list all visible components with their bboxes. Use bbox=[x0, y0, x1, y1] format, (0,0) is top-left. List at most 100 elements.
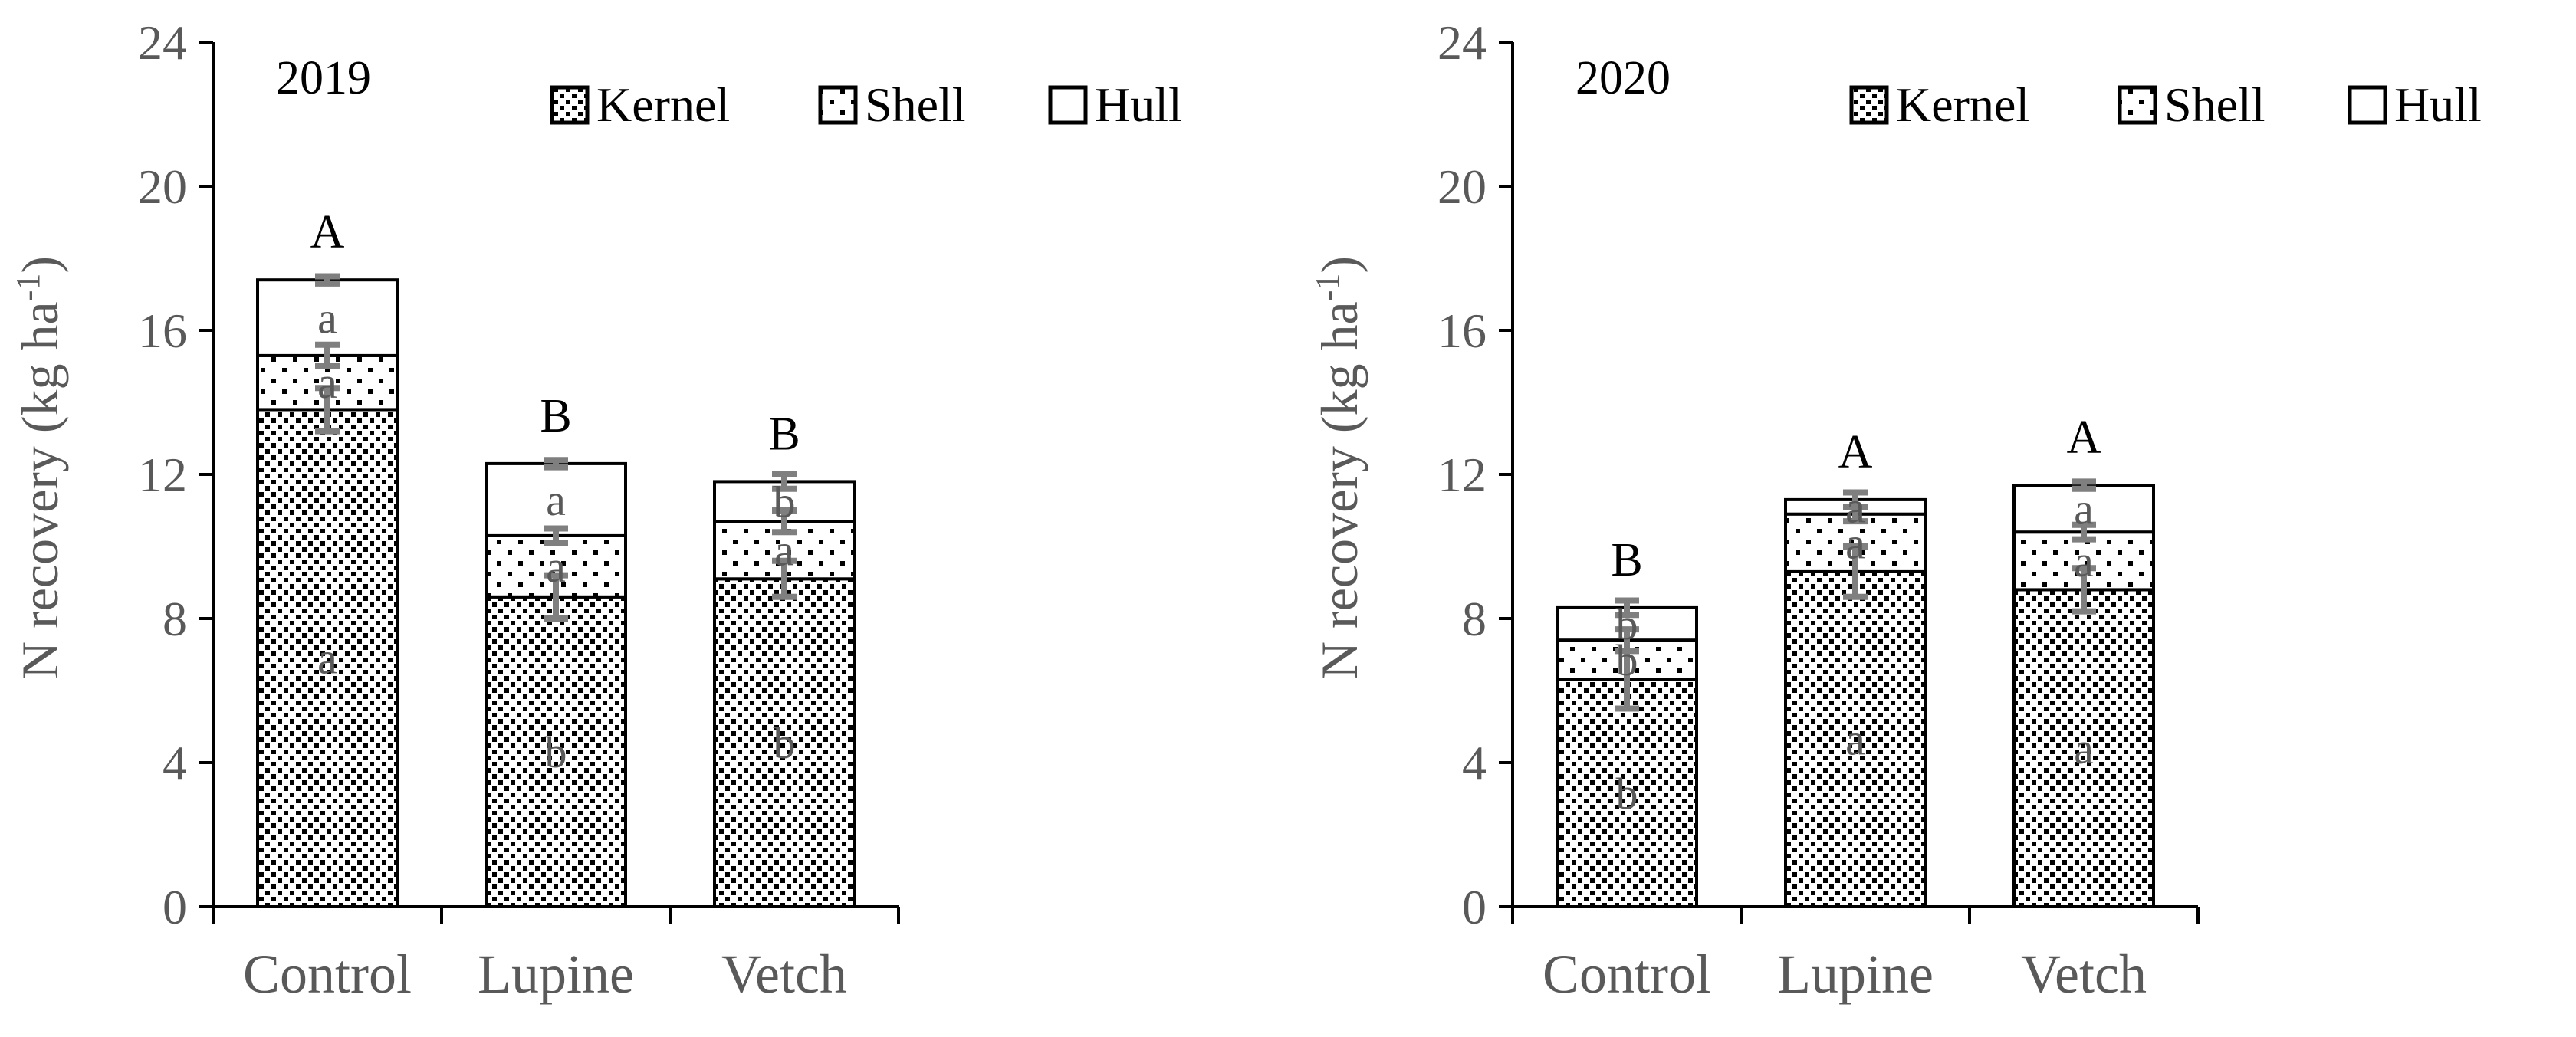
legend-item-shell: Shell bbox=[2118, 77, 2266, 132]
legend-swatch bbox=[1048, 85, 1088, 125]
bar-hull-lupine bbox=[485, 461, 627, 537]
segment-letter-kernel: b bbox=[1616, 769, 1638, 819]
legend-swatch bbox=[550, 85, 590, 125]
panel-2020: 2020 N recovery (kg ha-1) 0 4 8 12 16 20 24 Con… bbox=[1309, 15, 2482, 1005]
error-bar-hull-control bbox=[315, 273, 340, 287]
bar-kernel-vetch bbox=[2013, 588, 2155, 909]
total-letter: B bbox=[540, 390, 571, 442]
y-tick-label: 20 bbox=[1438, 159, 1487, 214]
error-bar-kernel-vetch bbox=[2072, 565, 2096, 615]
y-axis-label-close: ) bbox=[1310, 256, 1368, 274]
y-tick-label: 4 bbox=[163, 736, 187, 790]
y-tick-label: 8 bbox=[163, 592, 187, 646]
x-tick-label: Lupine bbox=[478, 943, 634, 1005]
x-tick-label: Vetch bbox=[2021, 943, 2147, 1005]
legend-swatch bbox=[2348, 85, 2387, 125]
segment-letter-shell: a bbox=[546, 542, 566, 592]
legend-label: Kernel bbox=[1896, 77, 2029, 132]
total-letter: A bbox=[2067, 412, 2101, 464]
y-tick-label: 8 bbox=[1462, 592, 1487, 646]
x-tick-label: Control bbox=[243, 943, 412, 1005]
error-bar-hull-lupine bbox=[544, 457, 568, 471]
bar-kernel-vetch bbox=[713, 577, 856, 908]
axes: 0 4 8 12 16 20 24 Control Lupine Vetch bbox=[138, 15, 900, 1005]
y-axis-label: N recovery (kg ha-1) bbox=[1309, 256, 1369, 679]
y-tick-label: 24 bbox=[138, 15, 187, 70]
segment-letter-hull: b bbox=[774, 477, 796, 527]
y-tick-label: 12 bbox=[138, 448, 187, 502]
segment-letter-kernel: b bbox=[545, 727, 567, 777]
bar-kernel-control bbox=[1556, 678, 1698, 909]
legend-swatch bbox=[2118, 85, 2157, 125]
y-tick-label: 0 bbox=[1462, 880, 1487, 934]
legend-label: Hull bbox=[2394, 77, 2482, 132]
segment-letter-kernel: a bbox=[2074, 724, 2094, 773]
y-axis-label-close: ) bbox=[11, 256, 69, 274]
legend-label: Kernel bbox=[596, 77, 730, 132]
legend-item-shell: Shell bbox=[818, 77, 966, 132]
error-bar-shell-control bbox=[1615, 626, 1639, 655]
total-letter: B bbox=[768, 408, 800, 460]
bar-kernel-lupine bbox=[485, 595, 627, 908]
total-letter: A bbox=[310, 206, 345, 258]
y-axis-label-main: N recovery (kg ha bbox=[11, 301, 69, 679]
legend-item-kernel: Kernel bbox=[1849, 77, 2029, 132]
y-tick-label: 4 bbox=[1462, 736, 1487, 790]
legend-label: Shell bbox=[2164, 77, 2266, 132]
y-axis-label-main: N recovery (kg ha bbox=[1310, 301, 1368, 679]
y-axis-label: N recovery (kg ha-1) bbox=[9, 256, 70, 679]
segment-letter-shell: a bbox=[2074, 537, 2094, 586]
segment-letter-hull: a bbox=[2074, 484, 2094, 534]
y-tick-label: 16 bbox=[138, 304, 187, 358]
segment-letter-kernel: b bbox=[774, 718, 796, 768]
legend-label: Shell bbox=[865, 77, 966, 132]
y-tick-label: 20 bbox=[138, 159, 187, 214]
y-tick-label: 24 bbox=[1438, 15, 1487, 70]
legend: Kernel Shell Hull bbox=[550, 77, 1182, 132]
y-tick-label: 12 bbox=[1438, 448, 1487, 502]
segment-letter-shell: b bbox=[1616, 635, 1638, 685]
legend-item-hull: Hull bbox=[2348, 77, 2482, 132]
legend: Kernel Shell Hull bbox=[1849, 77, 2482, 132]
panel-title: 2020 bbox=[1576, 52, 1671, 104]
bars bbox=[1556, 484, 2155, 909]
legend-item-hull: Hull bbox=[1048, 77, 1182, 132]
panel-title: 2019 bbox=[276, 52, 371, 104]
x-tick-label: Vetch bbox=[721, 943, 847, 1005]
error-bar-hull-control bbox=[1615, 597, 1639, 619]
error-bar-shell-vetch bbox=[2072, 521, 2096, 543]
error-bar-kernel-control bbox=[315, 385, 340, 435]
error-bar-kernel-lupine bbox=[544, 572, 568, 622]
legend-item-kernel: Kernel bbox=[550, 77, 730, 132]
y-axis-label-superscript: -1 bbox=[9, 274, 47, 302]
segment-letter-hull: a bbox=[546, 475, 566, 525]
error-bar-kernel-lupine bbox=[1843, 543, 1868, 600]
x-tick-label: Control bbox=[1543, 943, 1711, 1005]
error-bar-hull-lupine bbox=[1843, 489, 1868, 510]
y-tick-label: 0 bbox=[163, 880, 187, 934]
x-tick-label: Lupine bbox=[1777, 943, 1934, 1005]
segment-letter-kernel: a bbox=[1845, 714, 1865, 764]
segment-letter-shell: a bbox=[1845, 518, 1865, 568]
error-bar-kernel-vetch bbox=[772, 557, 797, 600]
axes: 0 4 8 12 16 20 24 Control Lupine Vetch bbox=[1438, 15, 2200, 1005]
y-tick-label: 16 bbox=[1438, 304, 1487, 358]
segment-letter-shell: a bbox=[317, 358, 337, 408]
segment-letter-hull: a bbox=[1845, 482, 1865, 532]
segment-letter-shell: a bbox=[774, 526, 794, 576]
legend-label: Hull bbox=[1095, 77, 1182, 132]
error-bar-shell-control bbox=[315, 341, 340, 369]
error-bar-hull-vetch bbox=[2072, 478, 2096, 492]
error-bar-shell-vetch bbox=[772, 507, 797, 536]
panel-2019: 2019 N recovery (kg ha-1) 0 4 8 12 16 20 24 Con… bbox=[9, 15, 1182, 1005]
legend-swatch bbox=[1849, 85, 1889, 125]
legend-swatch bbox=[818, 85, 858, 125]
error-bar-hull-vetch bbox=[772, 471, 797, 492]
segment-letter-hull: a bbox=[317, 294, 337, 343]
error-bar-shell-lupine bbox=[544, 525, 568, 546]
y-axis-label-superscript: -1 bbox=[1309, 274, 1346, 302]
total-letter: A bbox=[1838, 426, 1873, 478]
